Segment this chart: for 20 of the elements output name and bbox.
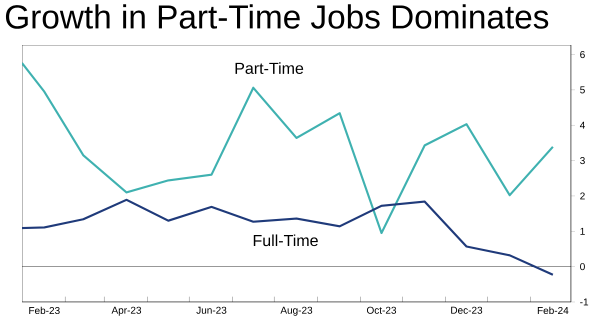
x-tick-label: Apr-23 [112, 306, 142, 316]
x-tick-label: Dec-23 [451, 306, 482, 314]
y-tick-label: 3 [580, 157, 585, 164]
x-tick-label: Jun-23 [196, 306, 226, 314]
y-tick-label: 2 [580, 192, 585, 200]
line-series [22, 198, 554, 276]
y-tick-label: 5 [580, 86, 585, 94]
series-label: Part-Time [236, 62, 304, 74]
x-tick-label: Feb-24 [538, 306, 568, 314]
line-series [22, 62, 554, 234]
x-tick-label: Aug-23 [280, 306, 312, 316]
y-tick-label: 1 [580, 228, 585, 235]
y-tick-label: -1 [580, 298, 588, 306]
y-tick-label: 0 [580, 263, 585, 270]
series-label: Full-Time [254, 234, 318, 246]
y-tick-label: 4 [580, 122, 585, 129]
x-tick-label: Feb-23 [29, 306, 60, 314]
chart-title: Growth in Part-Time Jobs Dominates [6, 4, 548, 29]
x-tick-label: Oct-23 [366, 306, 396, 314]
y-tick-label: 6 [580, 50, 585, 58]
